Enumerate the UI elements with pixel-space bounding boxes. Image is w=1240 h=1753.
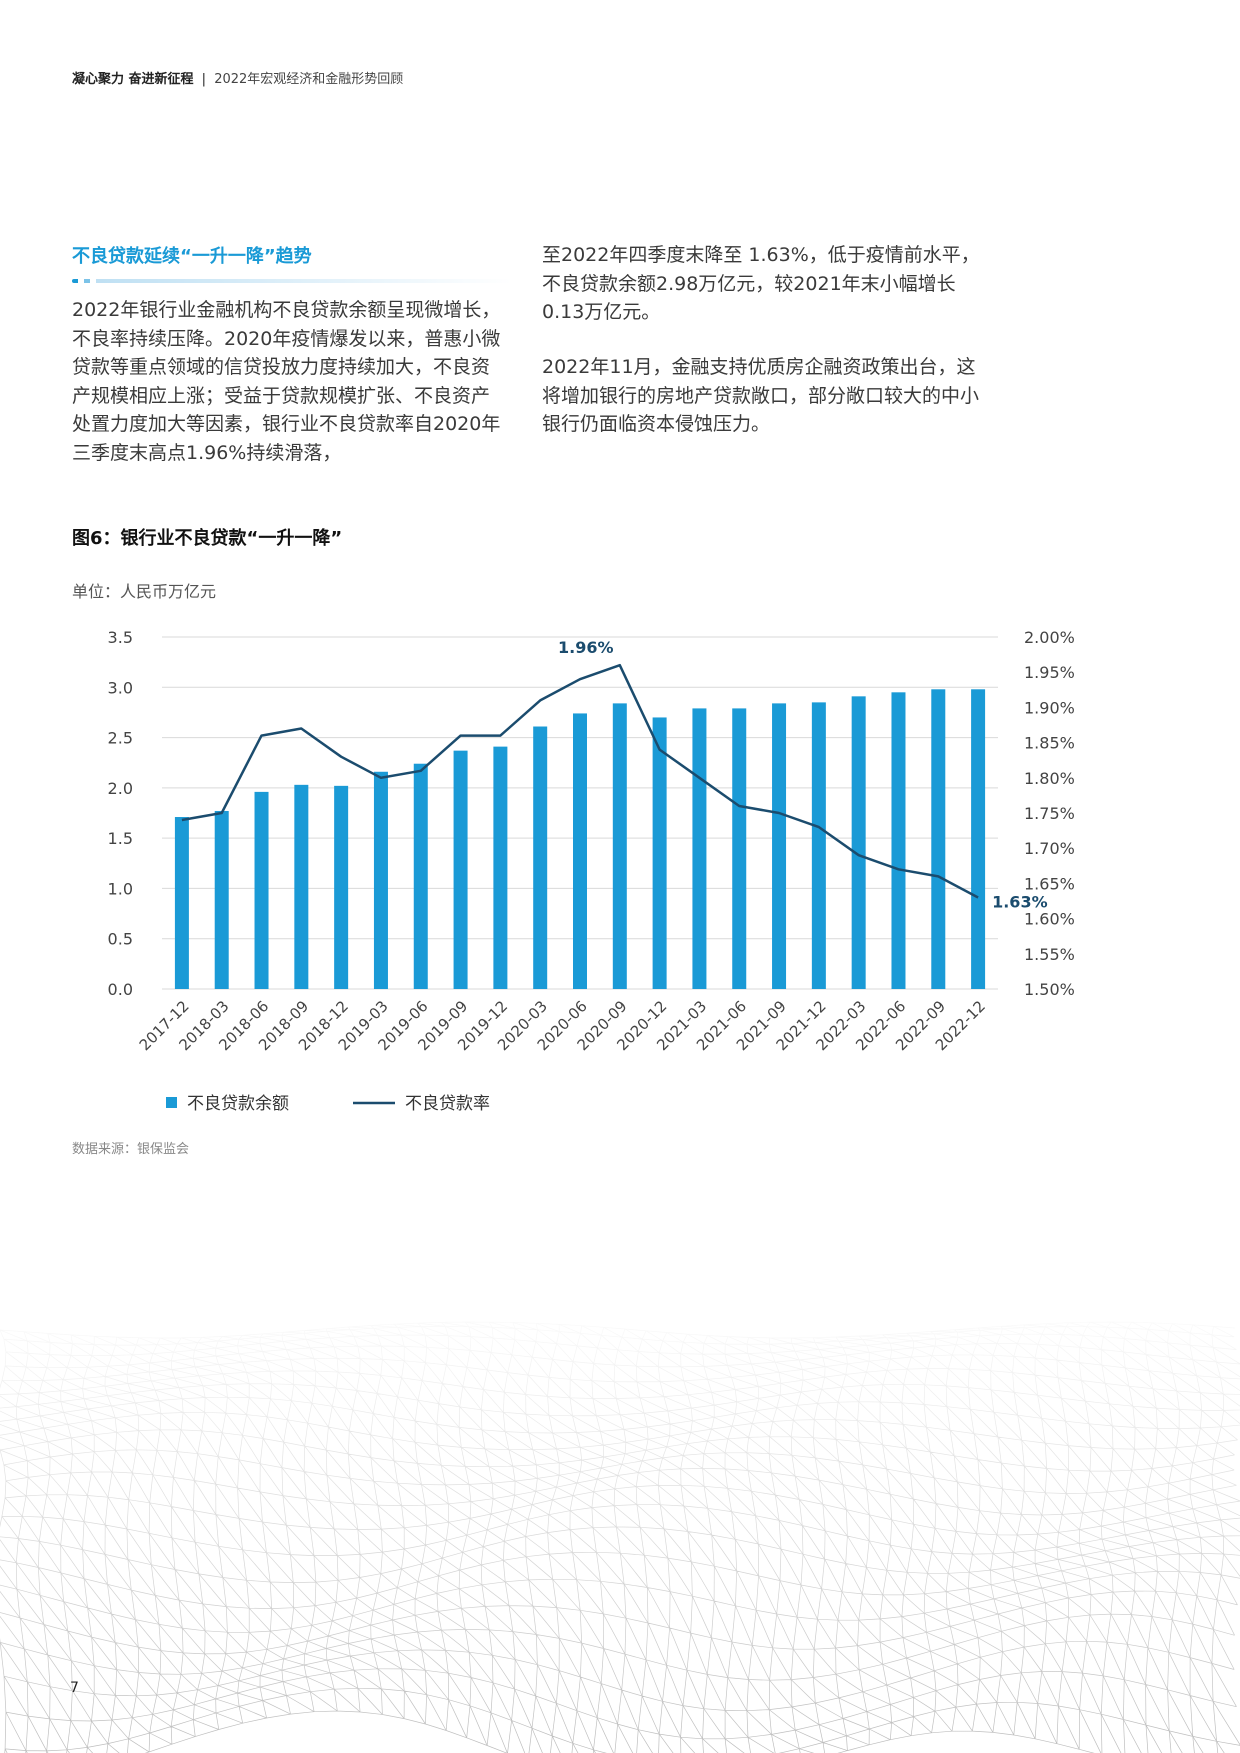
bar-2019-09 xyxy=(453,750,468,989)
right-tick-label: 1.50% xyxy=(1024,980,1075,999)
left-tick-label: 0.0 xyxy=(108,980,133,999)
right-tick-label: 1.95% xyxy=(1024,663,1075,682)
paragraph-right-1: 至2022年四季度末降至 1.63%，低于疫情前水平，不良贷款余额2.98万亿元… xyxy=(542,244,980,323)
legend-label-balance: 不良贷款余额 xyxy=(187,1094,289,1114)
right-tick-label: 1.60% xyxy=(1024,910,1075,929)
bar-2019-12 xyxy=(493,746,508,989)
right-tick-label: 1.85% xyxy=(1024,734,1075,753)
paragraph-left: 2022年银行业金融机构不良贷款余额呈现微增长，不良率持续压降。2020年疫情爆… xyxy=(72,299,501,464)
category-labels: 2017-122018-032018-062018-092018-122019-… xyxy=(136,997,989,1054)
right-tick-label: 1.65% xyxy=(1024,874,1075,893)
left-tick-label: 1.5 xyxy=(108,829,133,848)
left-tick-label: 3.5 xyxy=(108,628,133,647)
bar-2018-09 xyxy=(294,784,309,989)
bar-2019-03 xyxy=(373,771,388,989)
figure-title: 图6：银行业不良贷款“一升一降” xyxy=(72,528,343,549)
data-source: 数据来源：银保监会 xyxy=(72,1142,190,1157)
bar-2022-06 xyxy=(891,692,906,989)
bar-2018-06 xyxy=(254,791,269,989)
right-tick-label: 1.70% xyxy=(1024,839,1075,858)
npl-ratio-line xyxy=(181,663,979,899)
title-underline xyxy=(72,279,512,283)
legend: 不良贷款余额 不良贷款率 xyxy=(166,1094,490,1114)
annotation-label: 1.96% xyxy=(558,638,614,657)
left-tick-label: 1.0 xyxy=(108,879,133,898)
running-header: 凝心聚力 奋进新征程 | 2022年宏观经济和金融形势回顾 xyxy=(72,68,403,87)
right-tick-label: 1.75% xyxy=(1024,804,1075,823)
bar-2018-03 xyxy=(214,810,229,989)
left-tick-label: 2.5 xyxy=(108,729,133,748)
bar-2020-12 xyxy=(652,717,667,989)
bar-2021-06 xyxy=(732,708,747,989)
line-npl-ratio xyxy=(181,663,979,899)
right-tick-label: 2.00% xyxy=(1024,628,1075,647)
legend-label-ratio: 不良贷款率 xyxy=(405,1094,490,1114)
left-axis-ticks: 0.0 0.5 1.0 1.5 2.0 2.5 3.0 3.5 xyxy=(108,628,133,999)
bar-2022-09 xyxy=(931,689,946,989)
bars-npl-balance xyxy=(174,689,986,989)
right-axis-ticks: 1.50% 1.55% 1.60% 1.65% 1.70% 1.75% 1.80% 1.85%… xyxy=(1024,628,1075,999)
right-tick-label: 1.55% xyxy=(1024,945,1075,964)
bar-2018-12 xyxy=(334,785,349,989)
bar-2020-06 xyxy=(573,713,587,989)
bar-2019-06 xyxy=(413,763,428,989)
unit-label: 单位：人民币万亿元 xyxy=(72,582,217,601)
annotations: 1.96% 1.63% xyxy=(558,638,1048,911)
bar-2022-12 xyxy=(971,689,986,989)
bar-2022-03 xyxy=(851,696,866,989)
header-subtitle: 2022年宏观经济和金融形势回顾 xyxy=(214,72,404,87)
legend-swatch-balance xyxy=(166,1097,177,1108)
npl-chart: 0.0 0.5 1.0 1.5 2.0 2.5 3.0 3.5 1.50% 1.55% 1.60%… xyxy=(108,628,1075,1114)
bar-2021-12 xyxy=(811,702,826,989)
annotation-label: 1.63% xyxy=(992,892,1048,911)
wave-mesh-background xyxy=(0,1290,1240,1753)
bar-2020-03 xyxy=(533,726,548,989)
left-tick-label: 3.0 xyxy=(108,678,133,697)
right-tick-label: 1.80% xyxy=(1024,769,1075,788)
left-tick-label: 2.0 xyxy=(108,779,133,798)
bar-2021-09 xyxy=(772,703,787,989)
header-separator: | xyxy=(201,72,207,87)
paragraph-right-2: 2022年11月，金融支持优质房企融资政策出台，这将增加银行的房地产贷款敞口，部… xyxy=(542,356,980,435)
right-tick-label: 1.90% xyxy=(1024,698,1075,717)
section-title: 不良贷款延续“一升一降”趋势 xyxy=(72,246,312,267)
left-tick-label: 0.5 xyxy=(108,930,133,949)
page-number: 7 xyxy=(70,1680,79,1696)
bar-2021-03 xyxy=(692,708,707,989)
header-brand: 凝心聚力 奋进新征程 xyxy=(72,72,194,87)
bar-2017-12 xyxy=(174,817,189,989)
bar-2020-09 xyxy=(612,703,627,989)
